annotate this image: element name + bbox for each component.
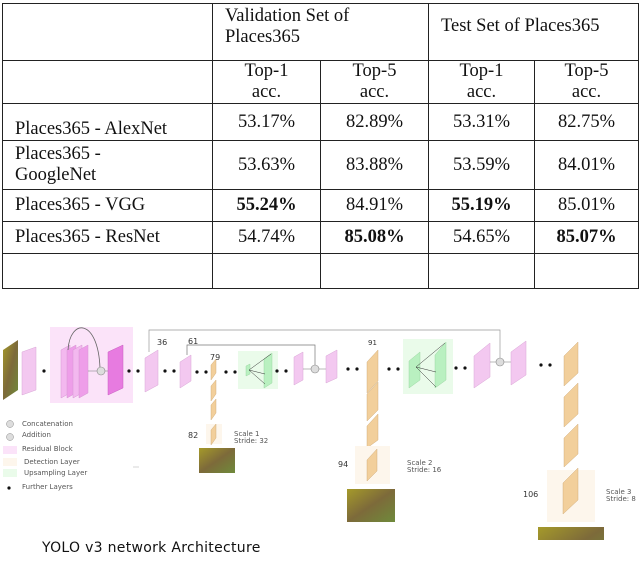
legend-further-layers: Further Layers [22,483,73,491]
empty-row [2,253,639,289]
corner-cell [2,3,213,61]
subheader-val-top1: Top-1 acc. [212,60,321,104]
layer-36-label: 36 [157,338,168,347]
upsampling-block-2 [403,339,453,394]
legend-addition: Addition [22,431,51,439]
header-validation-line1: Validation Set of [225,6,350,26]
subheader-test-top5: Top-5 acc. [534,60,639,104]
subheader-val-top5: Top-5 acc. [320,60,429,104]
val-top1: 54.74% [212,221,321,254]
val-top5: 83.88% [320,140,429,190]
detection-branch-scale1 [199,358,235,473]
layer-82-label: 82 [188,431,199,440]
test-top5: 82.75% [534,103,639,141]
layer-79-label: 79 [210,353,221,362]
test-top1: 55.19% [428,189,535,222]
table-row: Places365 - VGG 55.24% 84.91% 55.19% 85.… [2,189,639,222]
scale-3-label: Scale 3 Stride: 8 [606,488,636,503]
diagram-caption: YOLO v3 network Architecture [42,540,261,556]
layer-106-label: 106 [523,490,539,499]
test-top5: 84.01% [534,140,639,190]
table-row: Places365 - AlexNet 53.17% 82.89% 53.31%… [2,103,639,141]
model-name: Places365 - ResNet [2,221,213,254]
test-top5: 85.07% [534,221,639,254]
detection-branch-scale3 [538,341,604,540]
scale-2-label: Scale 2 Stride: 16 [407,459,442,474]
legend [3,420,17,490]
addition-icon [96,366,106,376]
val-top5: 82.89% [320,103,429,141]
legend-upsampling-layer: Upsampling Layer [24,469,88,477]
input-image [3,340,18,400]
header-validation-set: Validation Set of Places365 [212,3,429,61]
test-top5: 85.01% [534,189,639,222]
test-top1: 53.31% [428,103,535,141]
table-row: Places365 - ResNet 54.74% 85.08% 54.65% … [2,221,639,254]
empty-subheader [2,60,213,104]
residual-block [50,327,133,403]
layer-91-label: 91 [368,339,377,347]
model-name: Places365 - GoogleNet [2,140,213,190]
val-top5: 85.08% [320,221,429,254]
subheader-test-top1: Top-1 acc. [428,60,535,104]
legend-concatenation: Concatenation [22,420,73,428]
test-top1: 53.59% [428,140,535,190]
model-name: Places365 - VGG [2,189,213,222]
header-test-label: Test Set of Places365 [441,16,600,36]
header-test-set: Test Set of Places365 [428,3,639,61]
header-validation-line2: Places365 [225,27,301,47]
val-top1: 55.24% [212,189,321,222]
val-top1: 53.17% [212,103,321,141]
results-table: Validation Set of Places365 Test Set of P… [2,3,639,289]
legend-residual-block: Residual Block [22,445,73,453]
layer-94-label: 94 [338,460,349,469]
concatenation-icon [310,364,320,374]
layer-61-label: 61 [188,337,199,346]
model-name: Places365 - AlexNet [2,103,213,141]
legend-detection-layer: Detection Layer [24,458,80,466]
val-top1: 53.63% [212,140,321,190]
concatenation-icon [495,357,505,367]
table-row: Places365 - GoogleNet 53.63% 83.88% 53.59… [2,140,639,190]
val-top5: 84.91% [320,189,429,222]
yolo-diagram [3,327,604,540]
detection-branch-scale2 [347,349,395,522]
scale-1-label: Scale 1 Stride: 32 [234,430,269,445]
upsampling-block-1 [238,351,278,389]
test-top1: 54.65% [428,221,535,254]
